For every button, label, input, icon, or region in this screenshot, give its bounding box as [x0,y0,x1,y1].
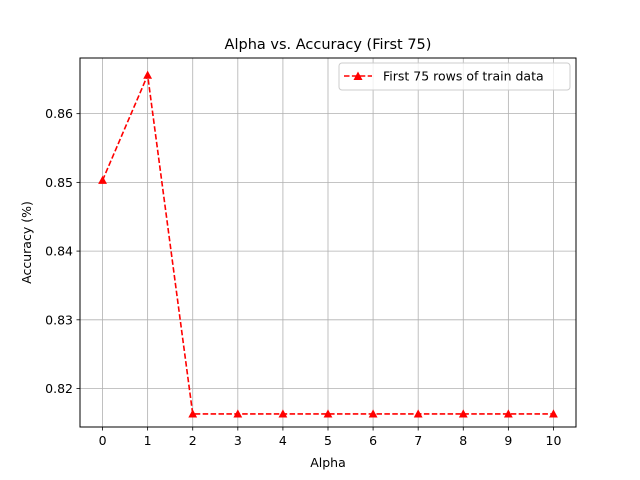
x-tick-label: 6 [369,433,377,448]
x-axis: 0 1 2 3 4 5 6 7 8 9 10 [99,427,562,448]
chart-title: Alpha vs. Accuracy (First 75) [225,37,432,53]
x-tick-label: 8 [459,433,467,448]
data-point [368,409,378,418]
x-tick-label: 1 [144,433,152,448]
grid [80,58,576,427]
legend: First 75 rows of train data [338,62,571,91]
y-tick-label: 0.83 [45,312,73,327]
data-point [323,409,333,418]
x-axis-label: Alpha [310,455,346,470]
y-axis: 0.82 0.83 0.84 0.85 0.86 [45,106,80,396]
data-point [188,409,198,418]
data-point [278,409,288,418]
x-tick-label: 5 [324,433,332,448]
data-point [503,409,513,418]
series-layer [98,70,558,418]
legend-marker [353,71,363,80]
data-point [143,70,153,79]
y-tick-label: 0.85 [45,175,73,190]
data-point [458,409,468,418]
series-line [101,72,554,415]
x-tick-label: 10 [546,433,562,448]
x-tick-label: 0 [99,433,107,448]
x-tick-label: 4 [279,433,287,448]
y-tick-label: 0.82 [45,381,73,396]
y-tick-label: 0.84 [45,244,73,259]
x-tick-label: 9 [504,433,512,448]
legend-box [338,62,571,91]
data-point [233,409,243,418]
y-tick-label: 0.86 [45,106,73,121]
x-tick-label: 2 [189,433,197,448]
data-point [98,175,107,184]
x-tick-label: 7 [414,433,422,448]
legend-label: First 75 rows of train data [383,69,544,84]
x-tick-label: 3 [234,433,242,448]
data-point [549,409,558,418]
data-point [413,409,423,418]
y-axis-label: Accuracy (%) [19,201,34,284]
